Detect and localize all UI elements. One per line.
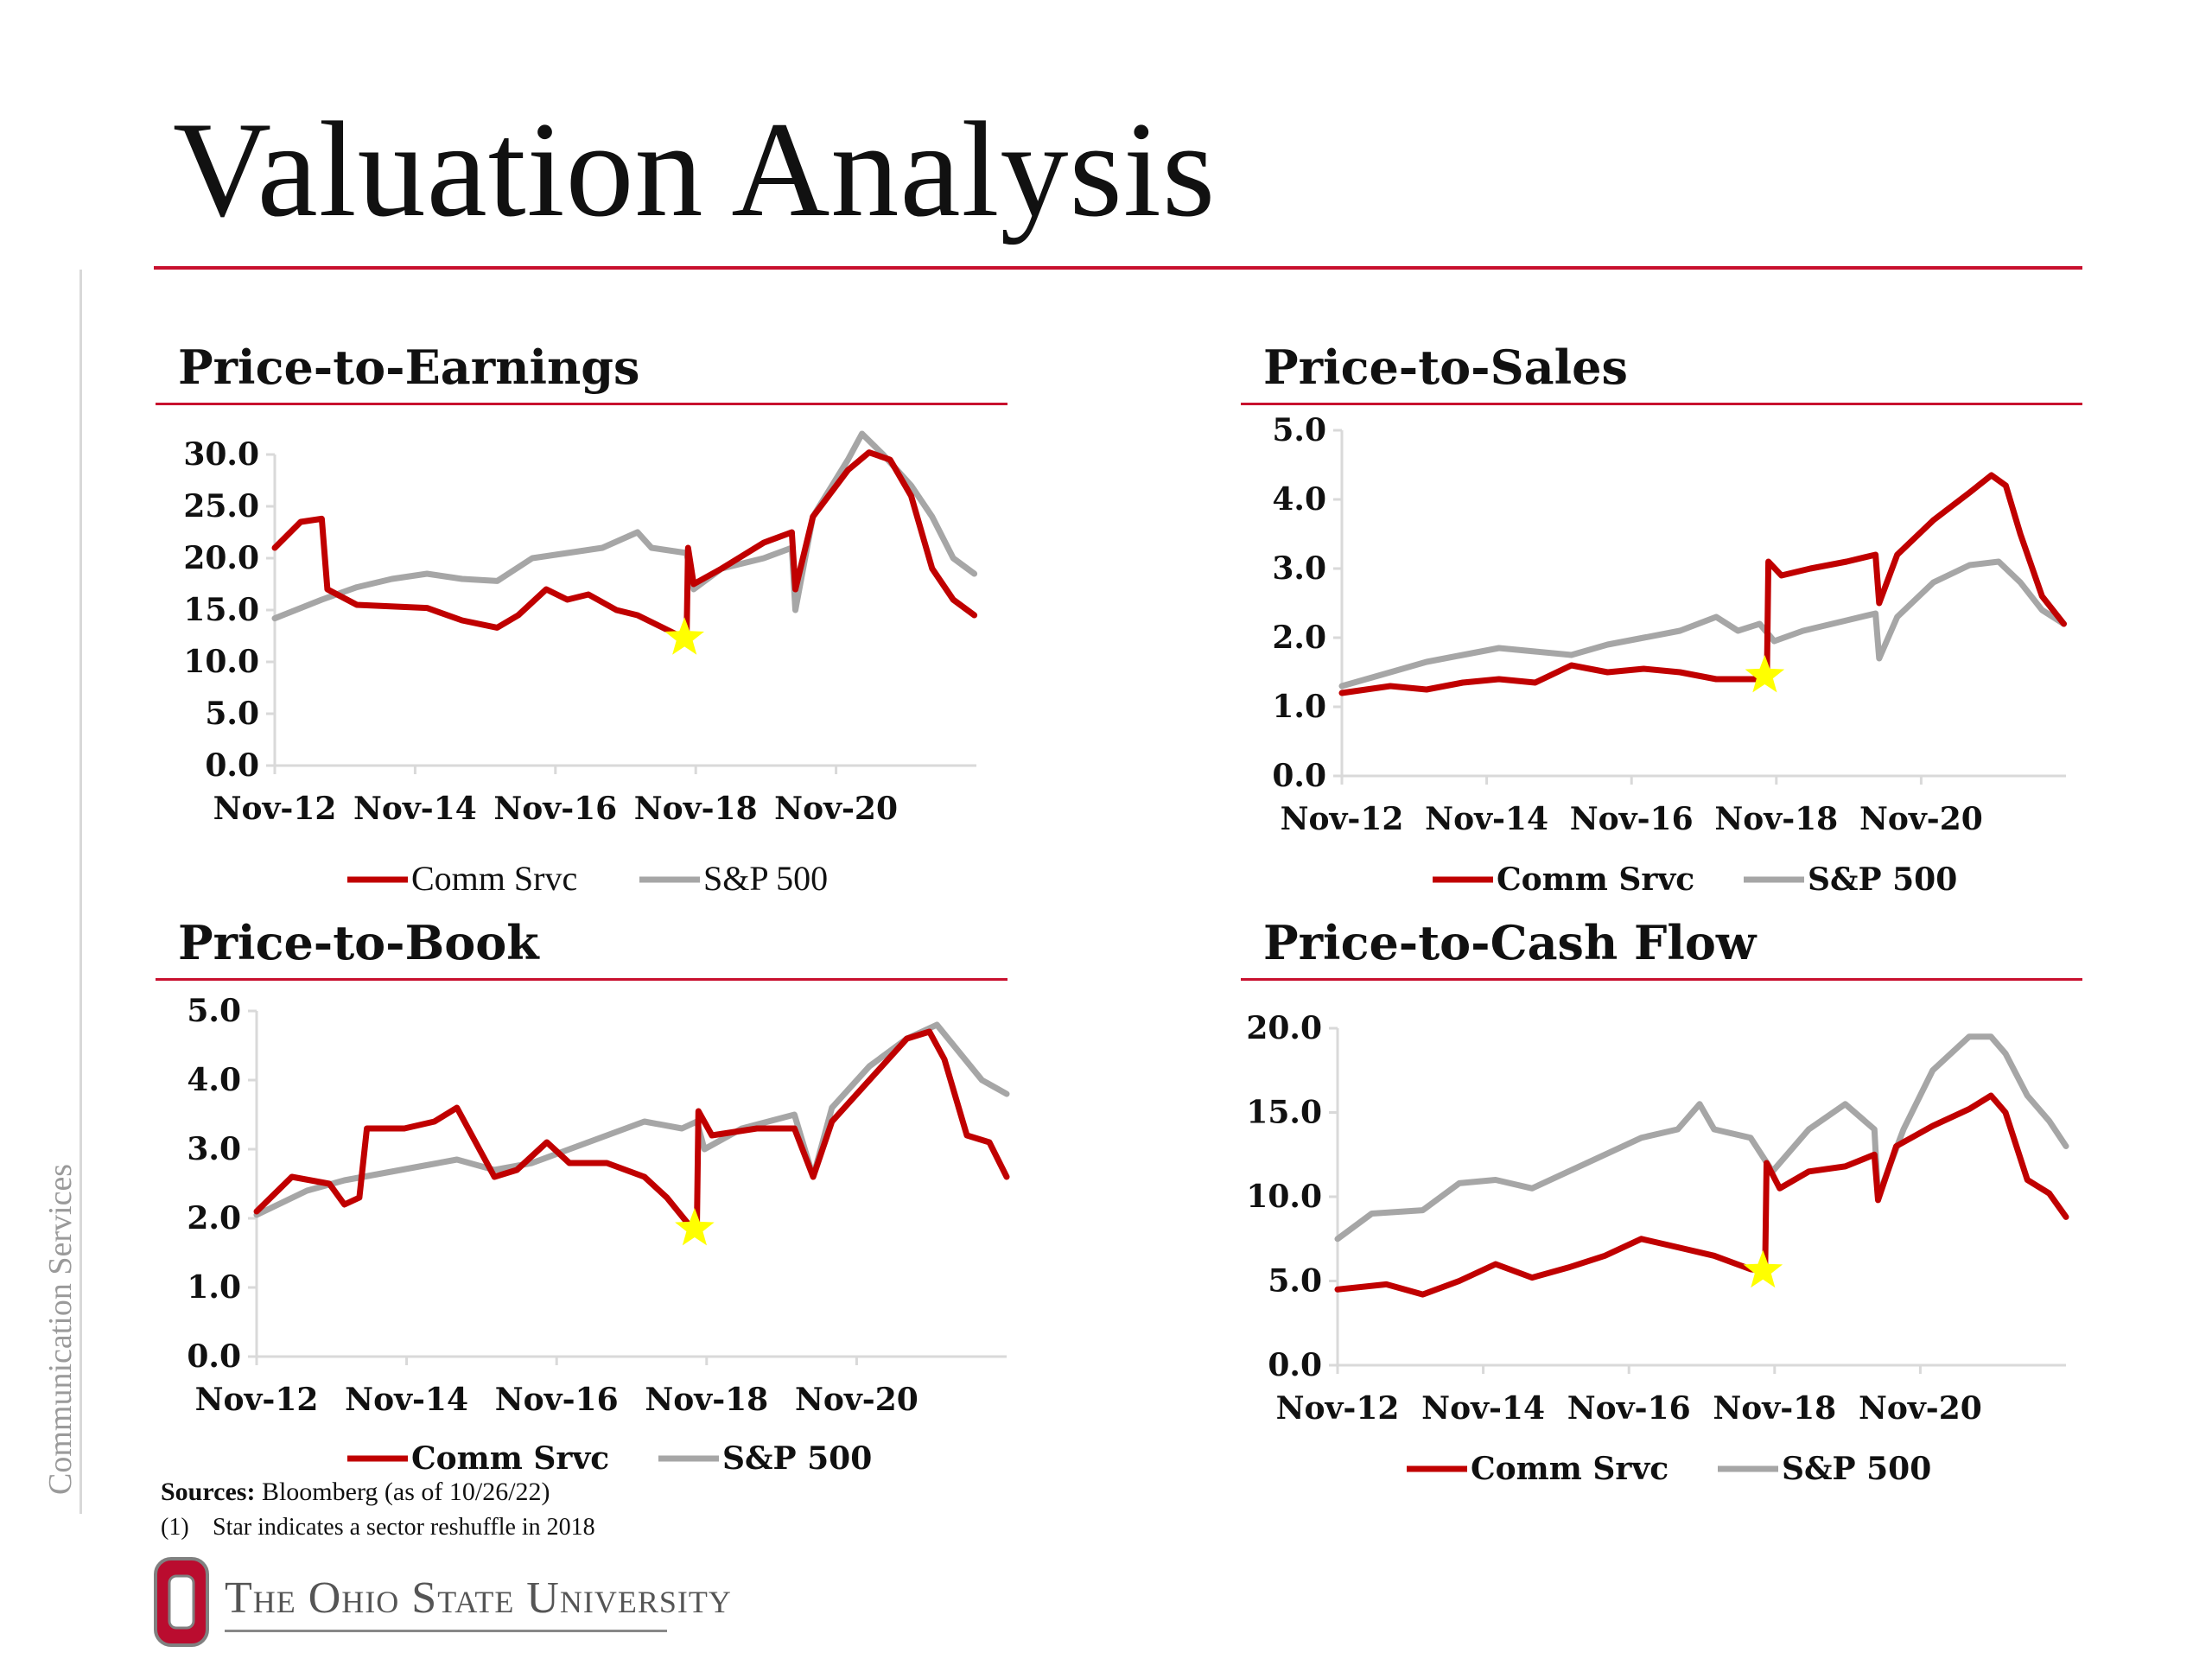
chart-price-to-earnings: 0.0 5.0 10.0 15.0 20.0 25.0 30.0 Nov-12 Nov-14 No… xyxy=(183,430,978,898)
y-tick-label: 1.0 xyxy=(1272,689,1326,725)
x-tick-label: Nov-16 xyxy=(1567,1390,1691,1427)
title-divider xyxy=(154,266,2082,270)
legend-label-sp500: S&P 500 xyxy=(1782,1451,1931,1487)
x-tick-label: Nov-12 xyxy=(1276,1390,1400,1427)
chart-title-pcf: Price-to-Cash Flow xyxy=(1263,915,1757,970)
sources-label: Sources: xyxy=(161,1478,256,1506)
y-tick-label: 5.0 xyxy=(1268,1263,1322,1300)
x-tick-label: Nov-14 xyxy=(1425,801,1548,837)
university-name: The Ohio State University xyxy=(225,1573,732,1623)
legend-label-sp500: S&P 500 xyxy=(1808,861,1957,898)
footnote-text: Star indicates a sector reshuffle in 201… xyxy=(213,1514,595,1541)
footnote-number: (1) xyxy=(161,1514,189,1541)
y-tick-label: 4.0 xyxy=(187,1062,241,1098)
x-tick-label: Nov-16 xyxy=(493,791,617,827)
y-tick-label: 0.0 xyxy=(187,1338,241,1375)
x-tick-label: Nov-20 xyxy=(774,791,898,827)
chart-divider-pcf xyxy=(1241,978,2082,981)
chart-divider-pe xyxy=(156,403,1007,405)
chart-price-to-cash-flow: 0.0 5.0 10.0 15.0 20.0 Nov-12 Nov-14 Nov-16 Nov-… xyxy=(1246,1010,2069,1487)
y-tick-label: 10.0 xyxy=(183,644,259,680)
x-tick-label: Nov-18 xyxy=(1714,801,1838,837)
y-tick-label: 5.0 xyxy=(205,696,259,732)
y-tick-label: 0.0 xyxy=(1272,758,1326,794)
y-tick-label: 3.0 xyxy=(1272,550,1326,587)
y-tick-label: 2.0 xyxy=(187,1200,241,1236)
x-tick-label: Nov-20 xyxy=(795,1382,918,1418)
chart-price-to-book: 0.0 1.0 2.0 3.0 4.0 5.0 Nov-12 Nov-14 Nov-16 Nov-… xyxy=(187,993,1010,1477)
reshuffle-star-icon xyxy=(664,617,704,655)
legend-label-sp500: S&P 500 xyxy=(722,1440,872,1477)
legend-label-sp500: S&P 500 xyxy=(703,859,828,898)
x-tick-label: Nov-12 xyxy=(213,791,337,827)
x-tick-label: Nov-18 xyxy=(1713,1390,1836,1427)
series-line-sp500 xyxy=(271,430,978,622)
y-tick-label: 10.0 xyxy=(1246,1179,1322,1215)
reshuffle-star-icon xyxy=(1745,655,1785,693)
y-tick-label: 20.0 xyxy=(1246,1010,1322,1046)
chart-price-to-sales: 0.0 1.0 2.0 3.0 4.0 5.0 Nov-12 Nov-14 Nov-16 Nov-… xyxy=(1272,412,2067,898)
series-line-comm-srvc xyxy=(271,449,978,641)
x-tick-label: Nov-20 xyxy=(1859,1390,1982,1427)
series-line-comm-srvc xyxy=(253,1028,1010,1232)
x-tick-label: Nov-16 xyxy=(1570,801,1694,837)
university-logo: The Ohio State University xyxy=(152,1555,731,1659)
x-tick-label: Nov-20 xyxy=(1859,801,1983,837)
x-tick-label: Nov-14 xyxy=(345,1382,468,1418)
logo-underline xyxy=(225,1630,667,1632)
legend-label-comm-srvc: Comm Srvc xyxy=(411,859,577,898)
legend-label-comm-srvc: Comm Srvc xyxy=(1497,861,1694,898)
legend-label-comm-srvc: Comm Srvc xyxy=(411,1440,609,1477)
side-divider xyxy=(79,270,82,1514)
y-tick-label: 1.0 xyxy=(187,1269,241,1306)
chart-title-ps: Price-to-Sales xyxy=(1263,340,1628,395)
y-tick-label: 15.0 xyxy=(1246,1095,1322,1131)
y-tick-label: 3.0 xyxy=(187,1131,241,1167)
chart-title-pb: Price-to-Book xyxy=(178,915,539,970)
sources-footnote: Sources: Bloomberg (as of 10/26/22) xyxy=(161,1478,550,1507)
x-tick-label: Nov-16 xyxy=(495,1382,619,1418)
y-tick-label: 4.0 xyxy=(1272,481,1326,518)
sources-text: Bloomberg (as of 10/26/22) xyxy=(255,1478,550,1506)
y-tick-label: 2.0 xyxy=(1272,620,1326,656)
chart-title-pe: Price-to-Earnings xyxy=(178,340,640,395)
series-line-comm-srvc xyxy=(1334,1092,2069,1298)
reshuffle-star-icon xyxy=(1743,1249,1783,1288)
x-tick-label: Nov-18 xyxy=(645,1382,768,1418)
x-tick-label: Nov-14 xyxy=(353,791,477,827)
sector-side-label: Communication Services xyxy=(42,1163,79,1495)
y-tick-label: 25.0 xyxy=(183,488,259,524)
legend-label-comm-srvc: Comm Srvc xyxy=(1471,1451,1669,1487)
x-tick-label: Nov-14 xyxy=(1421,1390,1545,1427)
y-tick-label: 5.0 xyxy=(1272,412,1326,448)
y-tick-label: 0.0 xyxy=(205,747,259,784)
series-line-sp500 xyxy=(1338,558,2067,690)
series-line-sp500 xyxy=(1334,1033,2069,1243)
chart-divider-ps xyxy=(1241,403,2082,405)
y-tick-label: 20.0 xyxy=(183,540,259,576)
series-line-comm-srvc xyxy=(1338,472,2067,696)
chart-divider-pb xyxy=(156,978,1007,981)
x-tick-label: Nov-12 xyxy=(1281,801,1404,837)
y-tick-label: 5.0 xyxy=(187,993,241,1029)
x-tick-label: Nov-12 xyxy=(195,1382,319,1418)
page-title: Valuation Analysis xyxy=(173,94,1217,245)
y-tick-label: 0.0 xyxy=(1268,1347,1322,1383)
y-tick-label: 30.0 xyxy=(183,436,259,473)
star-footnote: (1) Star indicates a sector reshuffle in … xyxy=(161,1514,595,1541)
x-tick-label: Nov-18 xyxy=(634,791,758,827)
reshuffle-star-icon xyxy=(675,1208,715,1246)
y-tick-label: 15.0 xyxy=(183,592,259,628)
block-o-icon xyxy=(154,1557,209,1647)
